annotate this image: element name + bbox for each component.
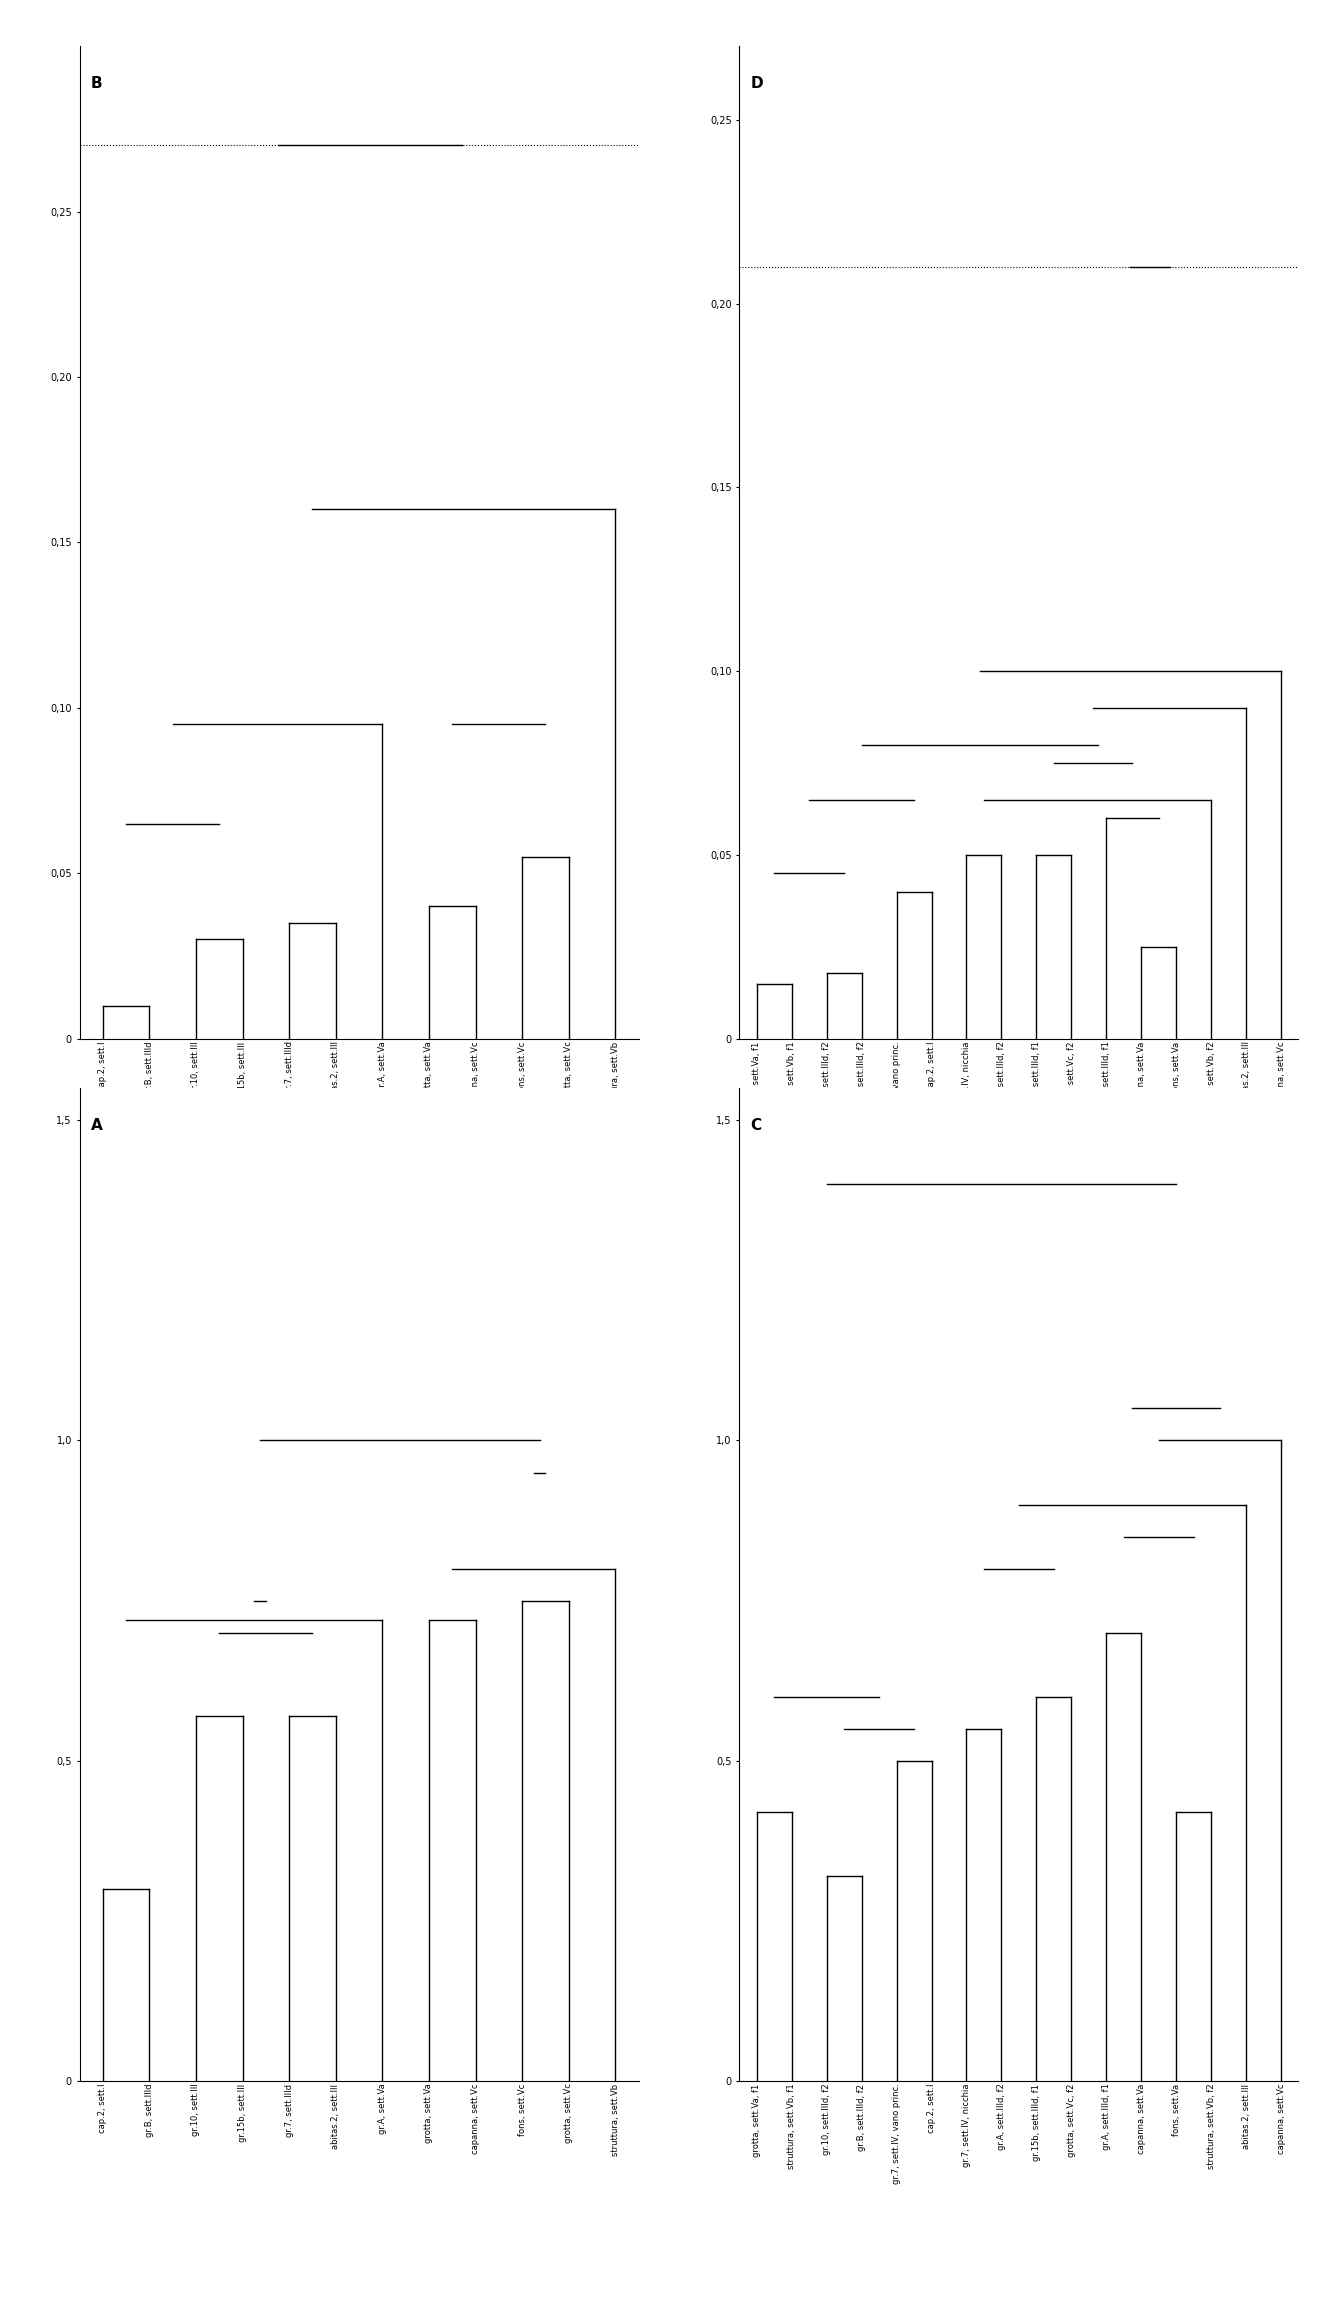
Text: A: A [90,1119,102,1133]
Text: C: C [750,1119,762,1133]
Text: B: B [90,76,102,90]
Text: D: D [750,76,763,90]
